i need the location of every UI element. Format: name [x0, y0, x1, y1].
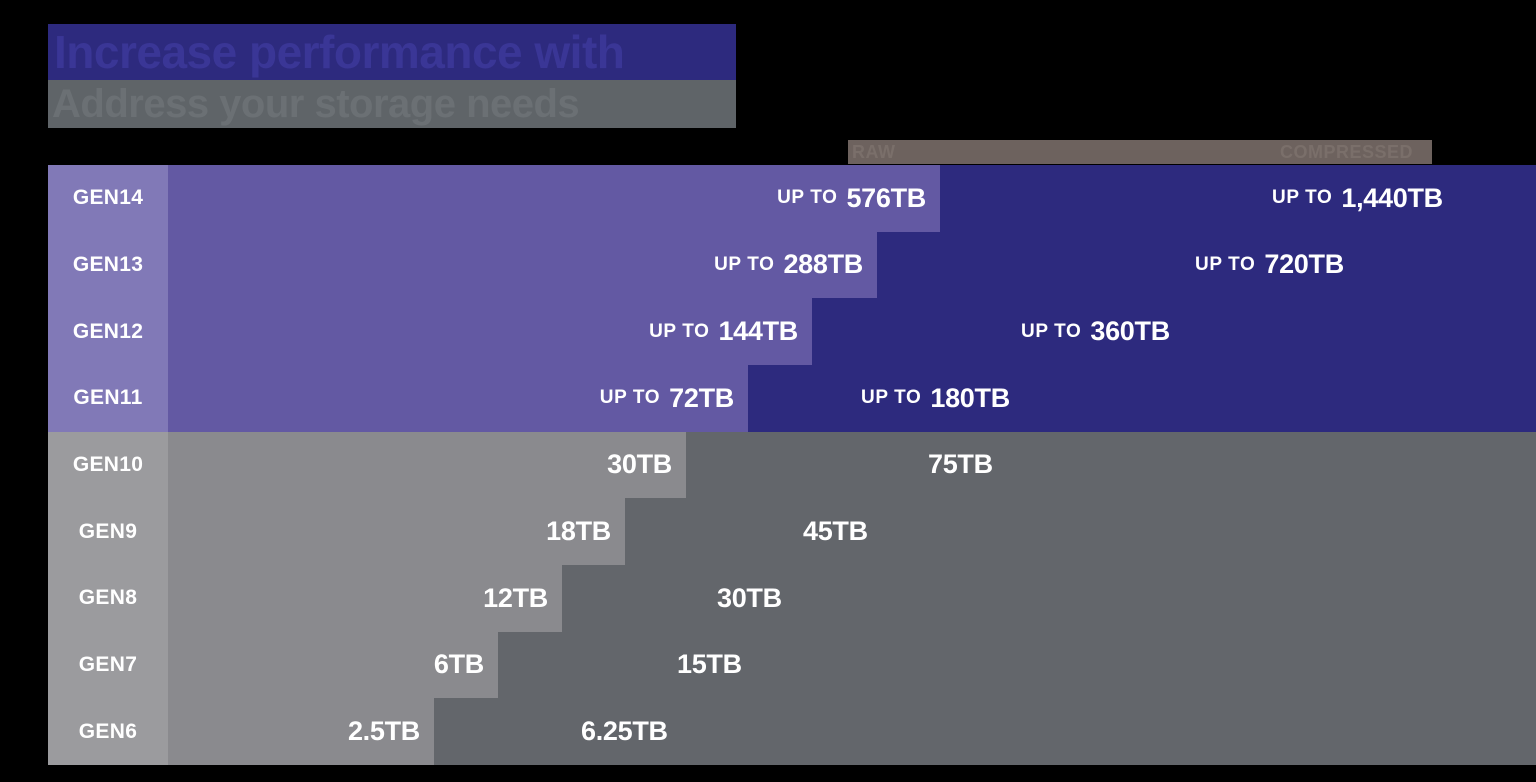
table-row: 6.25TB 2.5TB GEN6	[48, 698, 1536, 765]
row-label-gen12: GEN12	[48, 298, 168, 365]
bar-segment-compressed: 6.25TB	[434, 698, 1057, 765]
bar-value-compressed: 180TB	[930, 382, 1010, 413]
legend-item-raw: RAW	[852, 142, 896, 162]
bar-segment-compressed: 15TB	[498, 631, 1057, 699]
table-row: UP TO 1,440TB UP TO 576TB GEN14	[48, 165, 1536, 232]
bar-value-raw: 72TB	[669, 382, 734, 413]
table-row: 45TB 18TB GEN9	[48, 498, 1536, 565]
bar-value-compressed: 45TB	[803, 516, 868, 547]
bar-value-raw: 12TB	[483, 582, 548, 613]
bar-segment-raw: 18TB	[168, 498, 625, 565]
bar-segment-raw: UP TO 144TB	[168, 298, 812, 365]
bar-label-prefix: UP TO	[649, 320, 710, 342]
bar-value-compressed: 360TB	[1090, 316, 1170, 347]
chart-legend: RAW COMPRESSED	[848, 140, 1432, 164]
bar-value-compressed: 75TB	[928, 449, 993, 480]
legend-item-compressed: COMPRESSED	[1280, 142, 1414, 162]
bar-value-raw: 2.5TB	[347, 716, 420, 747]
row-label-gen11: GEN11	[48, 365, 168, 432]
table-row: 15TB 6TB GEN7	[48, 631, 1536, 699]
bar-segment-raw: 30TB	[168, 431, 686, 499]
capacity-bar-chart: UP TO 1,440TB UP TO 576TB GEN14 UP TO 720TB UP …	[48, 165, 1536, 765]
bar-value-compressed: 6.25TB	[581, 716, 668, 747]
table-row: 75TB 30TB GEN10	[48, 431, 1536, 499]
bar-label-prefix: UP TO	[599, 387, 661, 409]
bar-segment-compressed: 45TB	[625, 498, 1057, 565]
bar-segment-raw: 6TB	[168, 631, 498, 699]
bar-segment-compressed: UP TO 720TB	[877, 231, 1536, 299]
bar-value-raw: 144TB	[718, 316, 798, 347]
row-label-gen7: GEN7	[48, 631, 168, 699]
bar-segment-raw: 2.5TB	[168, 698, 434, 765]
bar-value-raw: 30TB	[607, 449, 672, 480]
bar-segment-compressed: 75TB	[686, 431, 1536, 499]
table-row: UP TO 360TB UP TO 144TB GEN12	[48, 298, 1536, 365]
bar-segment-compressed: UP TO 360TB	[812, 298, 1536, 365]
row-label-gen9: GEN9	[48, 498, 168, 565]
bar-segment-raw: UP TO 288TB	[168, 231, 877, 299]
bar-value-raw: 18TB	[546, 516, 611, 547]
row-label-gen10: GEN10	[48, 431, 168, 499]
bar-value-compressed: 720TB	[1264, 249, 1344, 280]
row-label-gen8: GEN8	[48, 565, 168, 632]
bar-value-raw: 576TB	[846, 182, 926, 213]
bar-label-prefix: UP TO	[1272, 187, 1333, 209]
row-label-gen14: GEN14	[48, 165, 168, 232]
page-title: Increase performance with	[48, 24, 736, 80]
bar-segment-compressed: UP TO 180TB	[748, 365, 1536, 432]
bar-segment-raw: UP TO 72TB	[168, 365, 748, 432]
bar-value-compressed: 30TB	[717, 582, 782, 613]
bar-value-raw: 6TB	[433, 649, 484, 680]
table-row: UP TO 720TB UP TO 288TB GEN13	[48, 231, 1536, 299]
bar-segment-raw: UP TO 576TB	[168, 165, 940, 232]
bar-label-prefix: UP TO	[861, 387, 922, 409]
table-row: UP TO 180TB UP TO 72TB GEN11	[48, 365, 1536, 432]
bar-label-prefix: UP TO	[777, 187, 838, 209]
page-subtitle: Address your storage needs	[48, 80, 736, 128]
bar-value-compressed: 1,440TB	[1341, 182, 1443, 213]
bar-label-prefix: UP TO	[714, 253, 775, 275]
bar-segment-raw: 12TB	[168, 565, 562, 632]
bar-segment-compressed: UP TO 1,440TB	[940, 165, 1536, 232]
row-label-gen6: GEN6	[48, 698, 168, 765]
bar-segment-compressed: 30TB	[562, 565, 1057, 632]
bar-label-prefix: UP TO	[1195, 253, 1256, 275]
bar-value-compressed: 15TB	[677, 649, 742, 680]
bar-label-prefix: UP TO	[1021, 320, 1082, 342]
table-row: 30TB 12TB GEN8	[48, 565, 1536, 632]
bar-value-raw: 288TB	[783, 249, 863, 280]
row-label-gen13: GEN13	[48, 231, 168, 299]
